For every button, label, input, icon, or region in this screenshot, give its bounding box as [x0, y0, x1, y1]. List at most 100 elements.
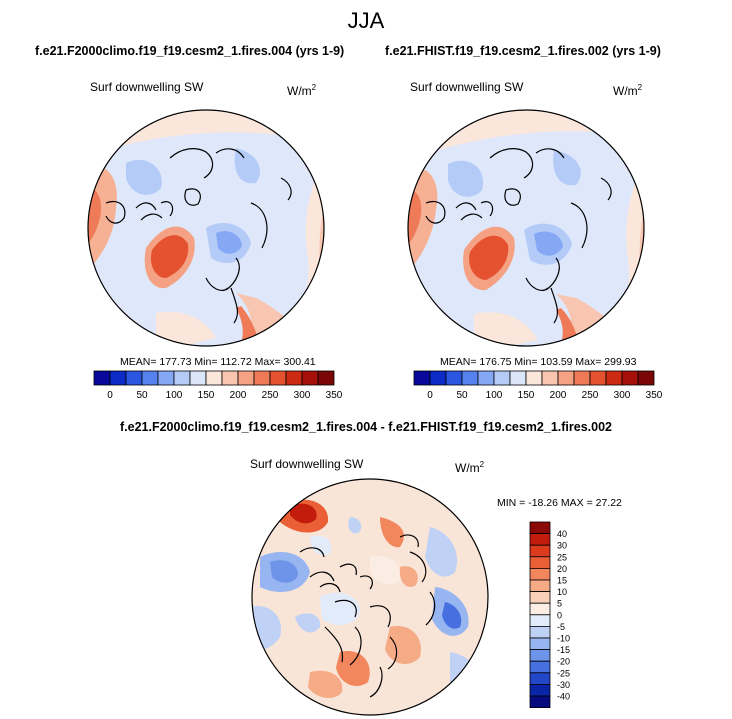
difference-colorbar-label: 15: [557, 576, 567, 586]
difference-colorbar-label: -5: [557, 622, 565, 632]
panel-2-colorbar-swatch: [413, 370, 431, 386]
panel-1-colorbar-swatches: [93, 370, 335, 386]
panel-1-colorbar-label: 0: [107, 390, 113, 401]
panel-2-colorbar-label: 350: [646, 390, 663, 401]
panel-1-colorbar-label: 200: [230, 390, 247, 401]
panel-1-colorbar-label: 250: [262, 390, 279, 401]
panel-2-colorbar-swatch: [541, 370, 559, 386]
panel-2-case-title: f.e21.FHIST.f19_f19.cesm2_1.fires.002 (y…: [385, 44, 661, 58]
panel-1-colorbar-label: 350: [326, 390, 343, 401]
panel-2-colorbar-swatch: [637, 370, 655, 386]
panel-1-colorbar-swatch: [189, 370, 207, 386]
panel-1-polar-map: [87, 109, 325, 347]
panel-1-colorbar-label: 150: [198, 390, 215, 401]
difference-units: W/m2: [455, 460, 485, 475]
panel-2-colorbar-label: 250: [582, 390, 599, 401]
difference-colorbar-swatch: [529, 649, 551, 662]
panel-1-colorbar-swatch: [173, 370, 191, 386]
difference-colorbar-swatch: [529, 683, 551, 697]
difference-colorbar-label: 10: [557, 587, 567, 597]
difference-colorbar-label: -40: [557, 692, 570, 702]
panel-2-colorbar-label: 50: [456, 390, 468, 401]
panel-2-polar-map: [407, 109, 645, 347]
panel-1-colorbar-swatch: [109, 370, 127, 386]
difference-colorbar-swatch: [529, 626, 551, 639]
panel-2-colorbar-swatch: [461, 370, 479, 386]
panel-1-colorbar-swatch: [125, 370, 143, 386]
panel-1-colorbar-labels: 0 50 100 150 200 250 300 350: [107, 390, 343, 401]
panel-2-colorbar-swatch: [493, 370, 511, 386]
panel-1-variable-label: Surf downwelling SW: [90, 80, 204, 94]
difference-colorbar-swatch: [529, 521, 551, 535]
panel-1-colorbar-swatch: [141, 370, 159, 386]
panel-2-stats: MEAN= 176.75 Min= 103.59 Max= 299.93: [440, 356, 637, 368]
panel-1-colorbar-swatch: [285, 370, 303, 386]
difference-variable-label: Surf downwelling SW: [250, 457, 364, 471]
difference-colorbar-label: -25: [557, 668, 570, 678]
difference-colorbar-label: 40: [557, 529, 567, 539]
panel-1-colorbar-label: 50: [136, 390, 148, 401]
panel-2-colorbar-label: 150: [518, 390, 535, 401]
panel-1-colorbar-swatch: [253, 370, 271, 386]
difference-title: f.e21.F2000climo.f19_f19.cesm2_1.fires.0…: [120, 420, 612, 434]
difference-colorbar-label: 30: [557, 541, 567, 551]
difference-colorbar-swatches: [529, 521, 551, 709]
panel-2-colorbar-label: 200: [550, 390, 567, 401]
panel-2-colorbar-swatch: [445, 370, 463, 386]
panel-2-colorbar-label: 0: [427, 390, 433, 401]
difference-colorbar-swatch: [529, 556, 551, 569]
panel-1-colorbar-swatch: [269, 370, 287, 386]
panel-2-colorbar-labels: 0 50 100 150 200 250 300 350: [427, 390, 663, 401]
panel-1-units: W/m2: [287, 83, 317, 98]
difference-colorbar-swatch: [529, 544, 551, 558]
difference-colorbar-swatch: [529, 568, 551, 581]
panel-2-units: W/m2: [613, 83, 643, 98]
difference-colorbar-swatch: [529, 591, 551, 604]
panel-1-stats: MEAN= 177.73 Min= 112.72 Max= 300.41: [120, 356, 316, 368]
panel-1-colorbar-swatch: [93, 370, 111, 386]
difference-colorbar-label: 20: [557, 564, 567, 574]
difference-colorbar-swatch: [529, 579, 551, 593]
panel-1-colorbar-swatch: [205, 370, 223, 386]
panel-1-colorbar-swatch: [301, 370, 319, 386]
panel-2-colorbar-swatch: [477, 370, 495, 386]
difference-colorbar-label: -30: [557, 680, 570, 690]
panel-2-colorbar-swatches: [413, 370, 655, 386]
panel-2-colorbar-swatch: [589, 370, 607, 386]
panel-2-colorbar: 0 50 100 150 200 250 300 350: [413, 370, 663, 401]
difference-colorbar-swatch: [529, 637, 551, 651]
panel-2-colorbar-swatch: [429, 370, 447, 386]
difference-colorbar-label: 0: [557, 610, 562, 620]
difference-colorbar-swatch: [529, 695, 551, 709]
panel-1-case-title: f.e21.F2000climo.f19_f19.cesm2_1.fires.0…: [35, 44, 345, 58]
panel-2-colorbar-swatch: [557, 370, 575, 386]
panel-2-colorbar-swatch: [605, 370, 623, 386]
difference-colorbar-label: -10: [557, 634, 570, 644]
panel-2-colorbar-swatch: [525, 370, 543, 386]
difference-colorbar-label: -20: [557, 657, 570, 667]
panel-2-colorbar-label: 100: [486, 390, 503, 401]
panel-2-colorbar-label: 300: [614, 390, 631, 401]
figure-title: JJA: [347, 8, 385, 33]
difference-colorbar-swatch: [529, 660, 551, 674]
panel-2-colorbar-swatch: [621, 370, 639, 386]
panel-1-colorbar-label: 100: [166, 390, 183, 401]
difference-colorbar-label: 5: [557, 599, 562, 609]
difference-colorbar-swatch: [529, 672, 551, 685]
difference-colorbar-swatch: [529, 533, 551, 546]
panel-1-colorbar-swatch: [317, 370, 335, 386]
panel-2-variable-label: Surf downwelling SW: [410, 80, 524, 94]
panel-1-colorbar-swatch: [221, 370, 239, 386]
panel-2-colorbar-swatch: [573, 370, 591, 386]
difference-colorbar-swatch: [529, 614, 551, 627]
panel-2-colorbar-swatch: [509, 370, 527, 386]
panel-1-colorbar: 0 50 100 150 200 250 300 350: [93, 370, 343, 401]
panel-1-colorbar-swatch: [237, 370, 255, 386]
panel-1-colorbar-swatch: [157, 370, 175, 386]
difference-colorbar-label: -15: [557, 645, 570, 655]
difference-colorbar-label: 25: [557, 552, 567, 562]
difference-stats: MIN = -18.26 MAX = 27.22: [497, 497, 622, 509]
difference-polar-map: [251, 478, 489, 716]
panel-1-colorbar-label: 300: [294, 390, 311, 401]
